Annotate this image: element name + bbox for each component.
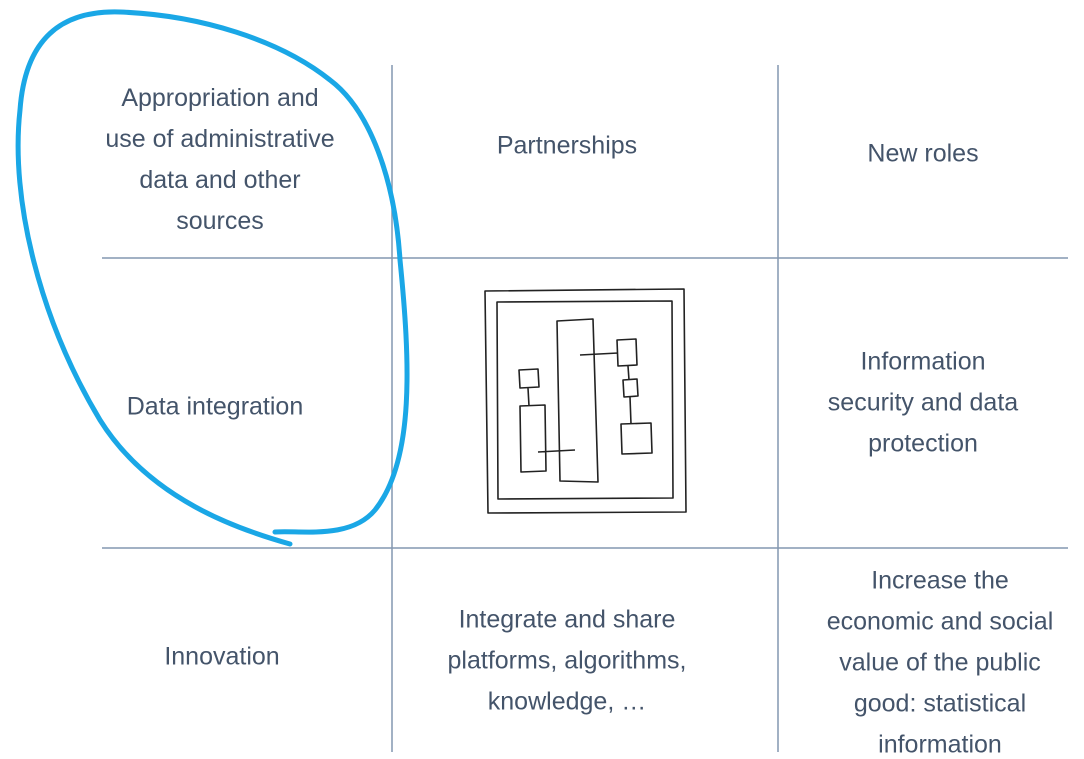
cell-text: economic and social [827, 608, 1054, 636]
cell-text: Partnerships [497, 132, 637, 160]
cell-text: Data integration [127, 393, 304, 421]
cell-text: knowledge, … [488, 688, 646, 716]
cell-text: platforms, algorithms, [448, 647, 687, 675]
sketch-right [579, 338, 653, 455]
cell-text: information [878, 731, 1002, 759]
cell-text: good: statistical [854, 690, 1026, 718]
cell-text: Increase the [871, 567, 1009, 595]
sketch-frame-inner [496, 300, 674, 500]
cell-text: Information [860, 348, 985, 376]
cells: Appropriation and use of administrative da… [105, 84, 1053, 759]
annotation-circle [15, 9, 410, 547]
cell-text: sources [176, 207, 264, 235]
cell-text: value of the public [839, 649, 1041, 677]
cell-text: use of administrative [105, 125, 334, 153]
grid-lines [102, 65, 1068, 752]
cell-text: New roles [867, 140, 978, 168]
cell-text: security and data [828, 389, 1018, 417]
cell-text: Integrate and share [459, 606, 676, 634]
cell-text: Innovation [164, 643, 279, 671]
cell-text: data and other [139, 166, 300, 194]
sketch-block [556, 318, 599, 483]
sketch-left [518, 368, 576, 473]
sketch-frame [484, 288, 687, 514]
sketch [484, 288, 687, 514]
cell-text: protection [868, 430, 978, 458]
cell-text: Appropriation and [121, 84, 318, 112]
